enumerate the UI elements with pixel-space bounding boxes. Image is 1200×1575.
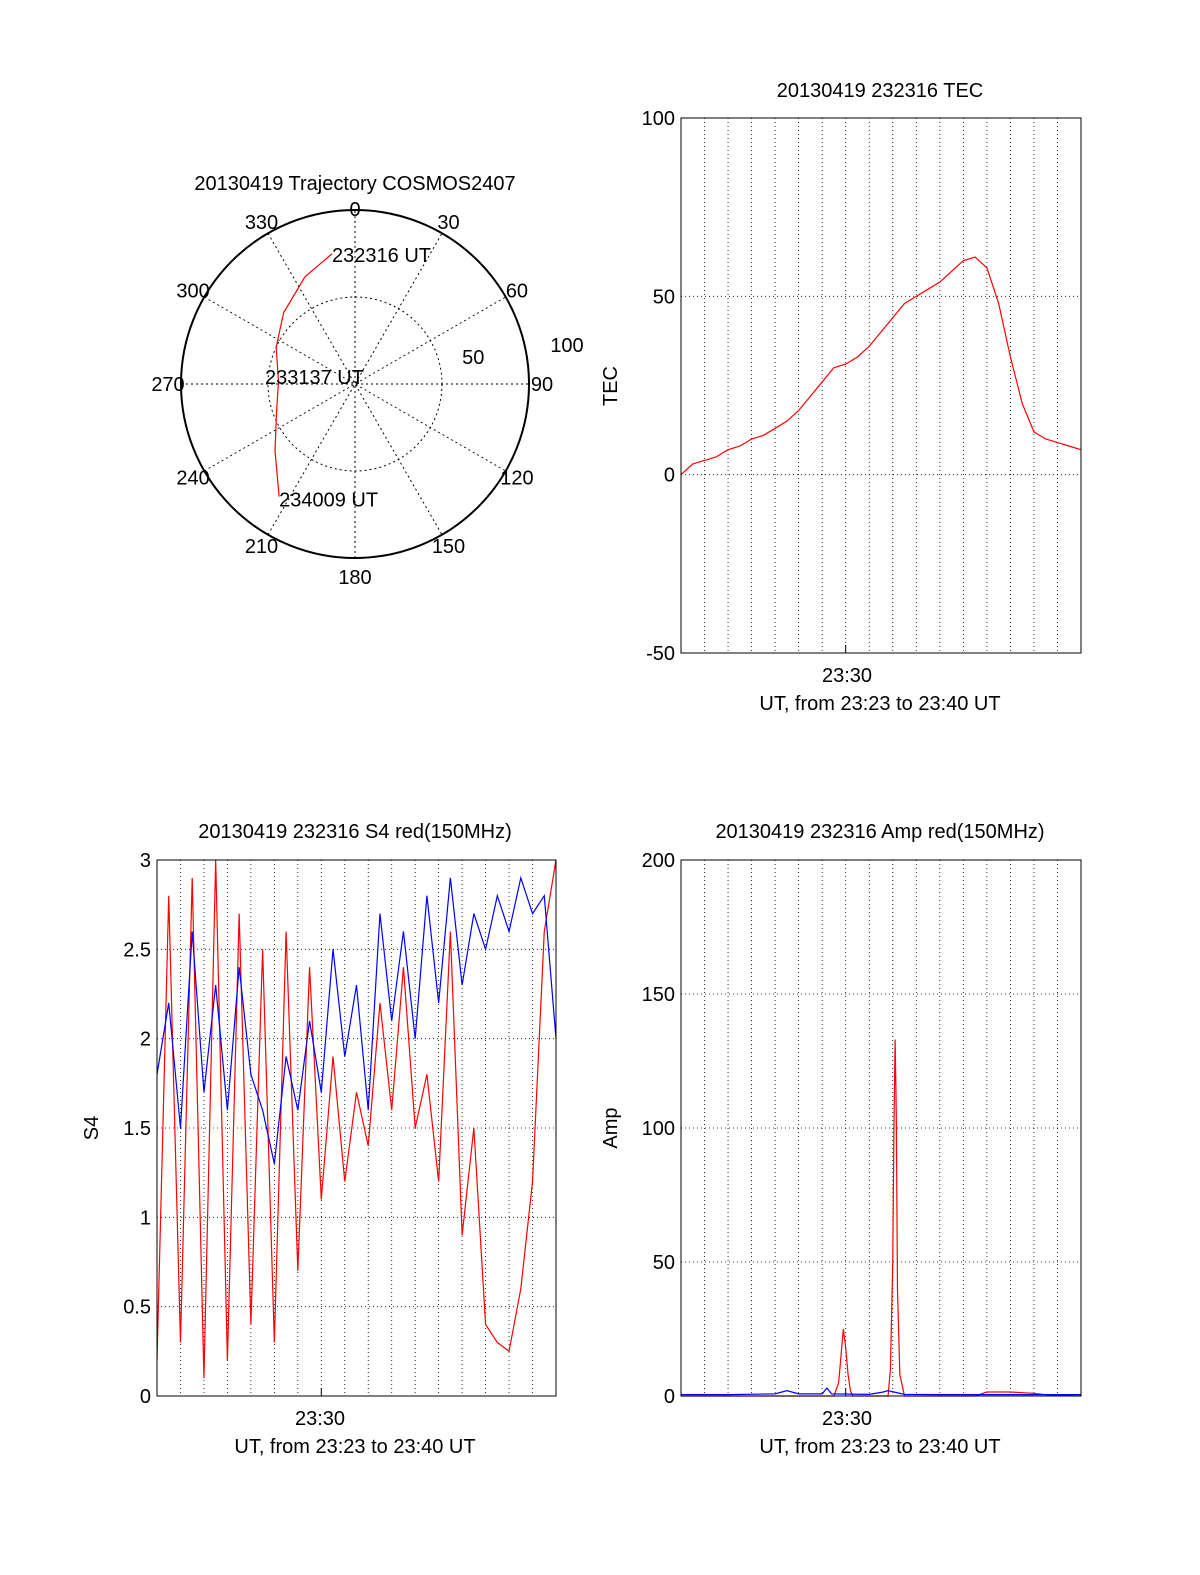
polar-azimuth-label-240: 240	[176, 468, 209, 490]
trajectory-end-label: 234009 UT	[279, 490, 378, 512]
polar-title: 20130419 Trajectory COSMOS2407	[194, 173, 515, 195]
polar-spoke-120	[204, 296, 506, 472]
ytick-label: 50	[653, 1252, 675, 1274]
ytick-label: 0	[140, 1386, 151, 1408]
polar-azimuth-label-300: 300	[176, 281, 209, 303]
polar-azimuth-label-270: 270	[151, 374, 184, 396]
polar-azimuth-label-60: 60	[506, 281, 528, 303]
s4-panel: 20130419 232316 S4 red(150MHz) S4 23:30 …	[81, 821, 557, 1458]
amp-ylabel: Amp	[600, 1107, 622, 1148]
polar-grid	[180, 209, 530, 559]
amp-title: 20130419 232316 Amp red(150MHz)	[715, 821, 1044, 843]
tec-ylabel: TEC	[600, 366, 622, 406]
ytick-label: 2.5	[123, 939, 151, 961]
s4-plot-area: 0 0.5 1 1.5 2 2.5 3	[123, 850, 557, 1408]
polar-spoke-60	[204, 296, 506, 472]
polar-azimuth-label-0: 0	[349, 199, 360, 221]
tec-plot-area: -50 0 50 100	[642, 108, 1082, 665]
polar-trajectory-panel: 20130419 Trajectory COSMOS2407 0 30 60 90 12…	[151, 173, 583, 589]
trajectory-start-label: 232316 UT	[332, 245, 431, 267]
plot-frame	[680, 859, 1082, 1397]
polar-spoke-150	[267, 233, 443, 535]
trajectory-line	[274, 253, 333, 497]
tec-panel: 20130419 232316 TEC TEC 23:30 UT, from 2…	[600, 80, 1082, 715]
polar-radial-label-50: 50	[462, 347, 484, 369]
polar-azimuth-label-210: 210	[245, 536, 278, 558]
ytick-label: 0.5	[123, 1297, 151, 1319]
amp-plot-area: 0 50 100 150 200	[642, 850, 1082, 1408]
polar-trajectory-series	[274, 253, 333, 497]
s4-title: 20130419 232316 S4 red(150MHz)	[198, 821, 512, 843]
amp-panel: 20130419 232316 Amp red(150MHz) Amp 23:3…	[600, 821, 1082, 1458]
polar-azimuth-label-330: 330	[245, 212, 278, 234]
polar-azimuth-labels: 0 30 60 90 120 150 180 210 240 270 300 330	[151, 199, 553, 589]
ytick-label: 100	[642, 1118, 675, 1140]
polar-azimuth-label-120: 120	[500, 468, 533, 490]
ytick-label: 3	[140, 850, 151, 872]
plot-frame	[156, 859, 557, 1397]
ytick-label: 2	[140, 1029, 151, 1051]
series-line-0	[681, 1039, 1082, 1397]
ytick-label: 0	[664, 465, 675, 487]
polar-spoke-30	[267, 233, 443, 535]
ytick-label: 0	[664, 1386, 675, 1408]
series-line-0	[156, 859, 557, 1379]
ytick-label: 50	[653, 286, 675, 308]
series-line-1	[156, 875, 557, 1164]
s4-ylabel: S4	[81, 1116, 103, 1140]
amp-xtick-label: 23:30	[822, 1408, 872, 1430]
polar-azimuth-label-150: 150	[432, 536, 465, 558]
polar-radial-label-100: 100	[550, 335, 583, 357]
polar-azimuth-label-180: 180	[338, 567, 371, 589]
ytick-label: 1.5	[123, 1118, 151, 1140]
s4-xtick-label: 23:30	[295, 1408, 345, 1430]
s4-xlabel: UT, from 23:23 to 23:40 UT	[234, 1436, 475, 1458]
tec-xlabel: UT, from 23:23 to 23:40 UT	[759, 693, 1000, 715]
series-line-1	[681, 1386, 1081, 1396]
ytick-label: 150	[642, 984, 675, 1006]
series-line-0	[680, 256, 1082, 476]
ytick-label: 1	[140, 1207, 151, 1229]
polar-azimuth-label-90: 90	[531, 374, 553, 396]
ytick-label: -50	[646, 643, 675, 665]
polar-azimuth-label-30: 30	[437, 212, 459, 234]
tec-xtick-label: 23:30	[822, 665, 872, 687]
trajectory-mid-label: 233137 UT	[265, 367, 364, 389]
ytick-label: 200	[642, 850, 675, 872]
amp-xlabel: UT, from 23:23 to 23:40 UT	[759, 1436, 1000, 1458]
tec-title: 20130419 232316 TEC	[777, 80, 983, 102]
ytick-label: 100	[642, 108, 675, 130]
plot-frame	[680, 117, 1082, 654]
